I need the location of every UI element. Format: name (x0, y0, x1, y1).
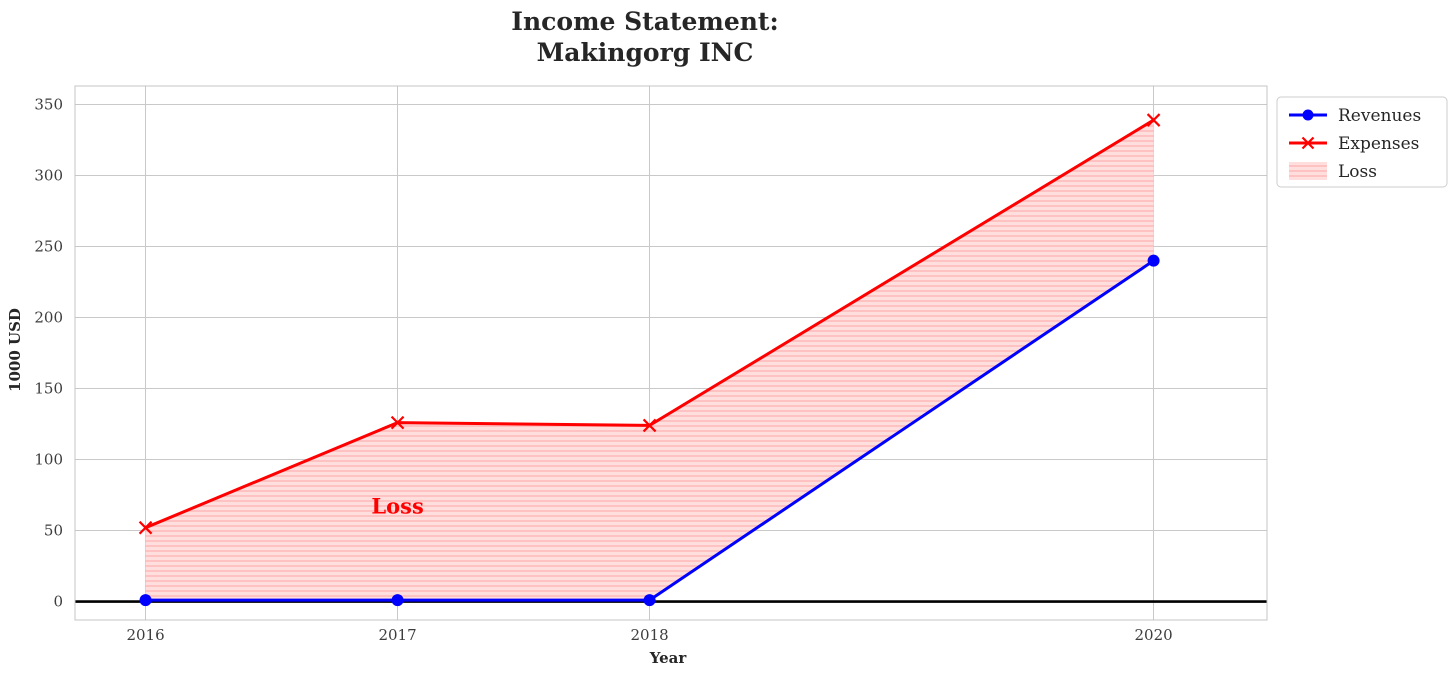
legend-item: Expenses (1289, 134, 1419, 154)
plot-area-border (74, 85, 1268, 621)
chart-legend: Revenues Expenses Loss (1276, 96, 1448, 188)
y-tick-label: 150 (34, 380, 63, 398)
y-tick-label: 100 (34, 451, 63, 469)
legend-label: Expenses (1338, 134, 1419, 154)
legend-item: Loss (1289, 162, 1377, 182)
y-tick-label: 250 (34, 237, 63, 255)
y-tick-label: 0 (53, 593, 63, 611)
legend-swatch-loss (1289, 162, 1327, 180)
y-tick-label: 200 (34, 308, 63, 326)
chart-title: Income Statement: Makingorg INC (0, 6, 1290, 68)
chart-title-line-2: Makingorg INC (536, 38, 754, 67)
x-tick-label: 2018 (630, 626, 668, 644)
legend-item: Revenues (1289, 106, 1421, 126)
x-axis-title: Year (649, 649, 688, 667)
x-tick-label: 2017 (378, 626, 416, 644)
legend-label: Revenues (1338, 106, 1421, 126)
series-expenses (138, 113, 1161, 535)
x-tick-label: 2016 (126, 626, 164, 644)
loss-annotation: Loss (371, 493, 423, 518)
y-axis-tick-labels: 0 50 100 150 200 250 300 350 (34, 95, 63, 610)
series-revenues (139, 254, 1160, 607)
y-tick-label: 300 (34, 166, 63, 184)
chart-title-line-1: Income Statement: (511, 7, 779, 36)
loss-fill-region (145, 120, 1154, 601)
y-axis-title: 1000 USD (6, 308, 24, 392)
x-tick-label: 2020 (1135, 626, 1173, 644)
x-axis-tick-labels: 2016 2017 2018 2020 (126, 626, 1172, 644)
legend-label: Loss (1338, 162, 1377, 182)
y-tick-label: 350 (34, 95, 63, 113)
y-tick-label: 50 (44, 522, 63, 540)
